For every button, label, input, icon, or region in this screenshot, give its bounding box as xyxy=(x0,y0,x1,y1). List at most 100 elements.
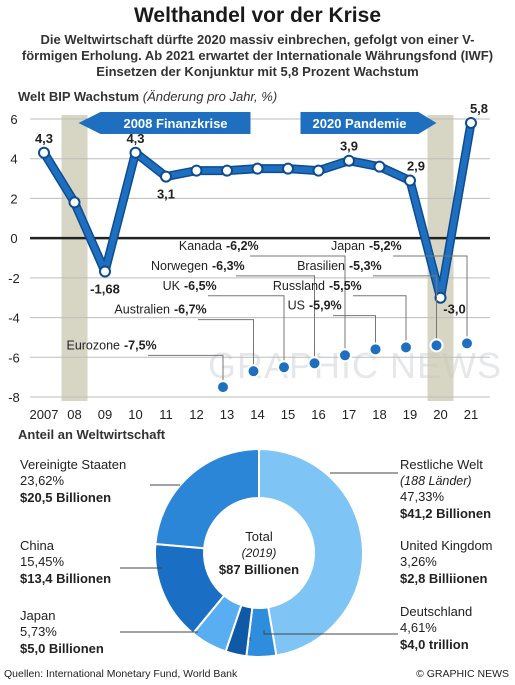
pie-label-china-value: $13,4 Billionen xyxy=(20,571,111,586)
leader-line xyxy=(373,275,437,346)
gdp-point xyxy=(312,164,325,177)
country-name: Japan xyxy=(331,239,365,253)
country-point-australien xyxy=(246,364,261,379)
y-tick-label: 6 xyxy=(10,112,17,127)
pie-slice-restliche-welt xyxy=(258,447,364,657)
pie-label-vereinigte-staaten-value: $20,5 Billionen xyxy=(20,490,111,505)
leader-line xyxy=(333,315,376,350)
leader-line xyxy=(250,255,346,356)
gdp-point xyxy=(160,170,172,183)
pie-label-china-name: China xyxy=(20,538,55,553)
band-label-finanzkrise: 2008 Finanzkrise xyxy=(123,116,227,131)
donut-hole xyxy=(205,499,313,607)
gdp-point xyxy=(343,154,355,167)
pie-chart-title: Anteil an Weltwirtschaft xyxy=(18,427,166,442)
pie-leader-line xyxy=(263,630,398,635)
country-value: -5,9% xyxy=(309,299,342,313)
y-tick-label: -8 xyxy=(8,390,20,405)
pie-label-restliche-welt-note: (188 Länder) xyxy=(400,474,472,488)
leader-line xyxy=(198,319,254,372)
country-value: -6,7% xyxy=(174,303,207,317)
leader-line xyxy=(353,295,407,348)
gdp-point xyxy=(404,174,416,187)
band-arrow-left xyxy=(78,111,101,134)
x-tick-label: 15 xyxy=(281,407,295,422)
page-title: Welthandel vor der Krise xyxy=(133,4,382,27)
source-note: Quellen: International Monetary Fund, Wo… xyxy=(4,668,238,680)
x-tick-label: 18 xyxy=(372,407,386,422)
line-chart-title-text: Welt BIP Wachstum xyxy=(18,89,140,104)
y-tick-label: -4 xyxy=(8,311,20,326)
x-tick-label: 08 xyxy=(67,407,81,422)
gdp-point xyxy=(99,265,111,278)
x-tick-label: 2007 xyxy=(30,407,59,422)
pie-label-japan-name: Japan xyxy=(20,608,55,623)
country-name: Kanada xyxy=(179,239,222,253)
x-tick-label: 21 xyxy=(464,407,478,422)
line-chart-title: Welt BIP Wachstum (Änderung pro Jahr, %) xyxy=(18,89,277,104)
gdp-value-label: 4,3 xyxy=(35,131,53,146)
gdp-point xyxy=(373,160,386,173)
country-point-norwegen xyxy=(307,356,322,371)
gdp-value-label: -1,68 xyxy=(90,282,120,297)
pie-chart: Total (2019) $87 Billionen Restliche Welt (1… xyxy=(20,447,493,658)
country-name: Eurozone xyxy=(66,338,120,352)
gdp-value-label: 3,9 xyxy=(340,139,358,154)
gdp-value-label: 2,9 xyxy=(407,159,425,174)
x-tick-label: 19 xyxy=(403,407,417,422)
country-name: Australien xyxy=(114,303,170,317)
pie-center-value: $87 Billionen xyxy=(219,562,299,577)
y-tick-label: -2 xyxy=(8,271,20,286)
x-tick-label: 11 xyxy=(159,407,173,422)
country-point-kanada xyxy=(338,348,352,363)
x-tick-label: 16 xyxy=(311,407,325,422)
gdp-point xyxy=(190,164,203,177)
country-value: -6,2% xyxy=(226,239,259,253)
page-subtitle: Die Weltwirtschaft dürfte 2020 massiv ei… xyxy=(21,32,494,79)
pie-label-japan-value: $5,0 Billionen xyxy=(20,641,104,656)
gdp-point xyxy=(221,164,233,177)
gdp-point xyxy=(38,146,50,159)
pie-label-united-kingdom-name: United Kingdom xyxy=(400,538,493,553)
pie-label-deutschland-value: $4,0 trillion xyxy=(400,637,469,652)
country-point-japan xyxy=(460,336,474,351)
pie-label-china-percent: 15,45% xyxy=(20,554,65,569)
pie-label-united-kingdom-percent: 3,26% xyxy=(400,554,437,569)
pie-label-deutschland-name: Deutschland xyxy=(400,604,472,619)
gdp-point xyxy=(434,291,447,304)
country-value: -6,5% xyxy=(184,279,217,293)
country-value: -7,5% xyxy=(124,338,157,352)
country-value: -5,5% xyxy=(329,279,362,293)
pie-label-deutschland-percent: 4,61% xyxy=(400,620,437,635)
x-tick-label: 20 xyxy=(433,407,447,422)
leader-line xyxy=(236,275,315,364)
x-tick-label: 14 xyxy=(250,407,264,422)
x-tick-label: 12 xyxy=(189,407,203,422)
pie-label-restliche-welt-value: $41,2 Billionen xyxy=(400,506,491,521)
pie-label-restliche-welt-percent: 47,33% xyxy=(400,489,445,504)
gdp-point xyxy=(282,162,294,175)
line-chart-unit: (Änderung pro Jahr, %) xyxy=(142,89,278,104)
leader-line xyxy=(148,354,224,388)
band-label-pandemie: 2020 Pandemie xyxy=(313,116,407,131)
leader-line xyxy=(208,295,285,368)
country-name: US xyxy=(288,299,305,313)
country-point-russland xyxy=(399,340,413,355)
pie-center-title: Total xyxy=(245,529,273,544)
country-value: -6,3% xyxy=(212,259,245,273)
country-name: Russland xyxy=(273,279,325,293)
gdp-value-label: 5,8 xyxy=(470,101,488,116)
country-name: UK xyxy=(163,279,181,293)
gdp-value-label: -3,0 xyxy=(443,302,465,317)
gdp-point xyxy=(68,196,81,209)
band-arrow-right xyxy=(418,111,437,134)
x-tick-label: 13 xyxy=(220,407,234,422)
copyright-note: © GRAPHIC NEWS xyxy=(416,668,509,680)
pie-label-united-kingdom-value: $2,8 Billiionen xyxy=(400,571,487,586)
y-tick-label: 4 xyxy=(10,152,17,167)
x-tick-label: 09 xyxy=(98,407,112,422)
leader-line xyxy=(393,255,468,344)
band-label-box-1 xyxy=(100,111,251,134)
gdp-point xyxy=(129,146,142,159)
